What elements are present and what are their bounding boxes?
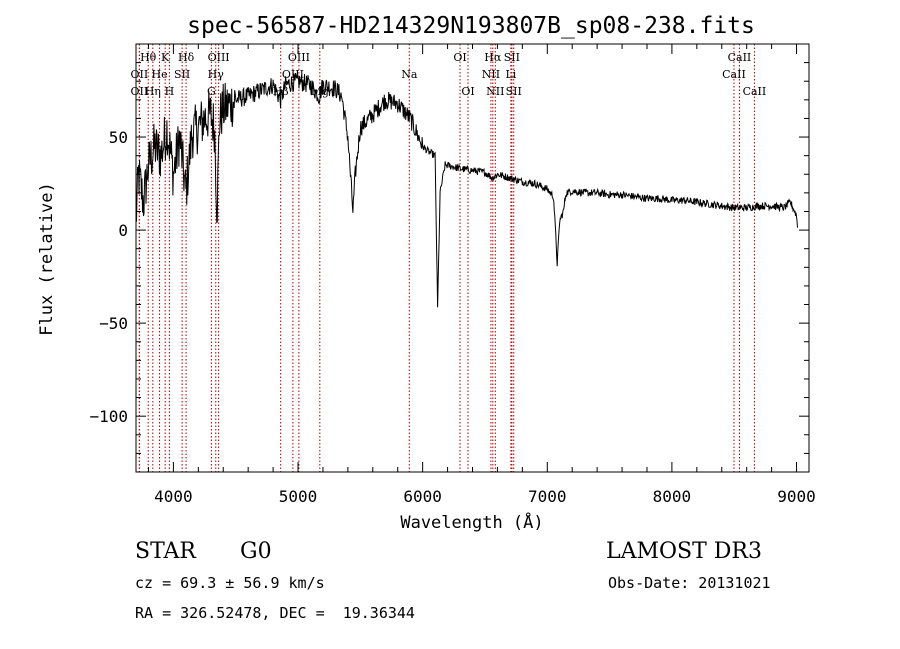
y-tick-label: −100 xyxy=(89,407,128,426)
redshift-text: cz = 69.3 ± 56.9 km/s xyxy=(135,574,325,592)
line-marker-label: CaII xyxy=(743,85,767,98)
line-marker-label: H xyxy=(165,85,175,98)
line-marker-label: OIII xyxy=(288,51,310,64)
y-axis-label: Flux (relative) xyxy=(37,182,57,336)
x-tick-label: 5000 xyxy=(279,487,318,506)
line-marker-label: OI xyxy=(461,85,474,98)
coordinates: RA = 326.52478, DEC = 19.36344 xyxy=(135,604,415,622)
y-axis: −100 −50 0 50 xyxy=(89,62,809,454)
line-marker-label: Hα xyxy=(484,51,502,64)
y-tick-label: −50 xyxy=(99,314,128,333)
plot-frame xyxy=(135,43,810,473)
line-marker-label: NII xyxy=(482,68,500,81)
line-marker-label: Li xyxy=(505,68,516,81)
line-marker-label: Hθ xyxy=(140,51,157,64)
line-marker-label: G xyxy=(207,85,216,98)
line-marker-label: OIII xyxy=(208,51,230,64)
line-marker-label: Hγ xyxy=(208,68,225,81)
line-marker-label: Na xyxy=(401,68,418,81)
line-marker-label: Hη xyxy=(145,85,161,98)
x-axis: 4000 5000 6000 7000 8000 9000 xyxy=(147,44,816,506)
line-marker-label: SII xyxy=(504,51,520,64)
x-tick-label: 7000 xyxy=(528,487,567,506)
line-marker-label: SII xyxy=(174,68,190,81)
x-tick-label: 6000 xyxy=(403,487,442,506)
line-marker-label: He xyxy=(152,68,168,81)
x-axis-label: Wavelength (Å) xyxy=(400,511,543,533)
line-marker-label: SII xyxy=(506,85,522,98)
survey-name: LAMOST DR3 xyxy=(606,539,762,564)
y-tick-label: 50 xyxy=(109,128,128,147)
x-tick-label: 9000 xyxy=(777,487,816,506)
line-marker-label: CaII xyxy=(728,51,752,64)
line-marker-label: K xyxy=(161,51,170,64)
object-type: STAR xyxy=(135,539,196,564)
x-tick-label: 8000 xyxy=(653,487,692,506)
line-marker-label: NII xyxy=(486,85,504,98)
line-marker-label: OII xyxy=(131,85,149,98)
x-tick-label: 4000 xyxy=(154,487,193,506)
y-tick-label: 0 xyxy=(118,221,128,240)
line-marker-label: OI xyxy=(453,51,466,64)
line-marker-label: CaII xyxy=(722,68,746,81)
spectrum-line xyxy=(135,72,798,308)
line-marker-label: OII xyxy=(131,68,149,81)
observation-date: Obs-Date: 20131021 xyxy=(608,574,771,592)
line-marker-label: Hδ xyxy=(178,51,195,64)
chart-title: spec-56587-HD214329N193807B_sp08-238.fit… xyxy=(187,13,755,39)
spectral-subclass: G0 xyxy=(240,539,272,564)
